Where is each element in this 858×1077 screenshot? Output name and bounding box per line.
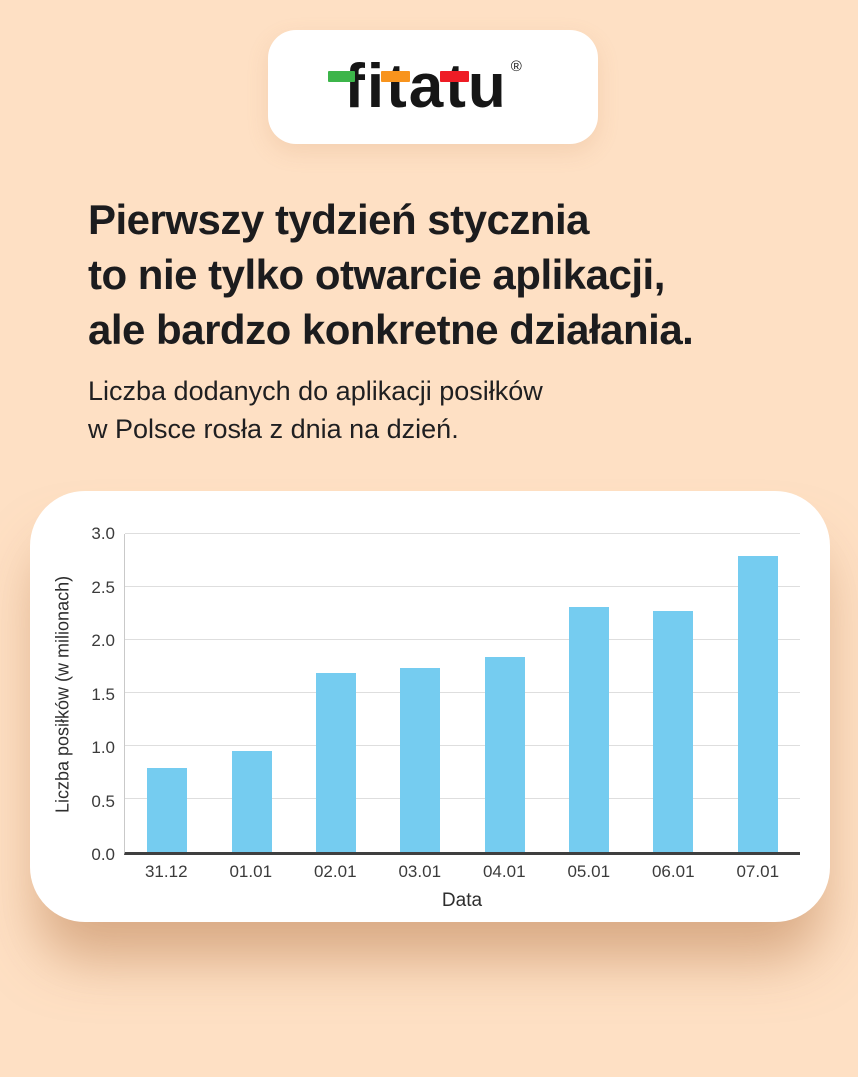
headline-line-3: ale bardzo konkretne działania. xyxy=(88,306,694,353)
x-tick-label: 02.01 xyxy=(313,862,357,881)
x-tick-label: 31.12 xyxy=(144,862,188,881)
bar-07.01 xyxy=(737,556,778,852)
bar-31.12 xyxy=(147,768,188,852)
logo-letter-f: f xyxy=(328,56,367,118)
y-axis-title: Liczba posiłków (w milionach) xyxy=(52,575,73,814)
plot-area xyxy=(124,533,800,855)
x-tick-label: 04.01 xyxy=(482,862,526,881)
logo-red-dash-icon xyxy=(440,71,470,82)
logo-letter-t1: t xyxy=(381,56,411,118)
gridline xyxy=(125,533,800,534)
x-tick-label: 07.01 xyxy=(736,862,780,881)
chart-card: Liczba posiłków (w milionach) 0.0 0.5 1.0 1… xyxy=(30,491,830,922)
bar-06.01 xyxy=(653,611,694,852)
y-tick-label: 2.0 xyxy=(91,631,115,650)
gridline xyxy=(125,798,800,799)
gridline xyxy=(125,586,800,587)
headline-line-2: to nie tylko otwarcie aplikacji, xyxy=(88,251,665,298)
subtitle-line-1: Liczba dodanych do aplikacji posiłków xyxy=(88,376,543,406)
x-tick-label: 06.01 xyxy=(651,862,695,881)
x-axis-title: Data xyxy=(441,890,483,911)
gridline xyxy=(125,692,800,693)
logo-letter-t2: t xyxy=(440,56,470,118)
bar-04.01 xyxy=(484,656,525,852)
logo-glyph: t xyxy=(386,52,409,121)
bar-chart: Liczba posiłków (w milionach) 0.0 0.5 1.0 1… xyxy=(46,524,800,922)
bar-01.01 xyxy=(231,751,272,852)
x-tick-label: 01.01 xyxy=(229,862,273,881)
y-tick-label: 2.5 xyxy=(91,577,115,597)
x-axis-ticks: 31.12 01.01 02.01 03.01 04.01 05.01 06.01 07.01 xyxy=(124,855,800,889)
registered-trademark-symbol: ® xyxy=(510,58,522,75)
bar-05.01 xyxy=(569,607,610,852)
fitatu-logo: fi ta tu ® xyxy=(328,56,522,118)
subtitle-line-2: w Polsce rosła z dnia na dzień. xyxy=(88,414,459,444)
y-tick-label: 3.0 xyxy=(91,524,115,543)
logo-orange-dash-icon xyxy=(381,71,411,82)
headline: Pierwszy tydzień stycznia to nie tylko o… xyxy=(88,192,694,357)
logo-glyph: t xyxy=(445,52,468,121)
logo-glyph: u xyxy=(467,52,508,121)
y-tick-label: 1.5 xyxy=(91,684,115,704)
gridline xyxy=(125,639,800,640)
logo-glyph: f xyxy=(344,52,367,121)
logo-card: fi ta tu ® xyxy=(268,30,598,144)
logo-letter-a: a xyxy=(409,56,445,118)
bar-03.01 xyxy=(400,667,441,852)
subtitle: Liczba dodanych do aplikacji posiłków w … xyxy=(88,372,543,448)
logo-green-dash-icon xyxy=(328,71,356,82)
y-axis-ticks: 0.0 0.5 1.0 1.5 2.0 2.5 3.0 xyxy=(80,524,124,864)
logo-letter-i: i xyxy=(367,56,386,118)
y-tick-label: 0.0 xyxy=(91,845,115,864)
logo-glyph: i xyxy=(366,52,387,121)
y-tick-label: 0.5 xyxy=(91,791,115,811)
logo-letter-u: u xyxy=(468,56,508,118)
gridline xyxy=(125,745,800,746)
bar-02.01 xyxy=(315,672,356,852)
x-tick-label: 03.01 xyxy=(398,862,442,881)
logo-glyph: a xyxy=(408,52,446,121)
y-tick-label: 1.0 xyxy=(91,738,115,757)
headline-line-1: Pierwszy tydzień stycznia xyxy=(88,196,590,243)
x-tick-label: 05.01 xyxy=(567,862,611,881)
